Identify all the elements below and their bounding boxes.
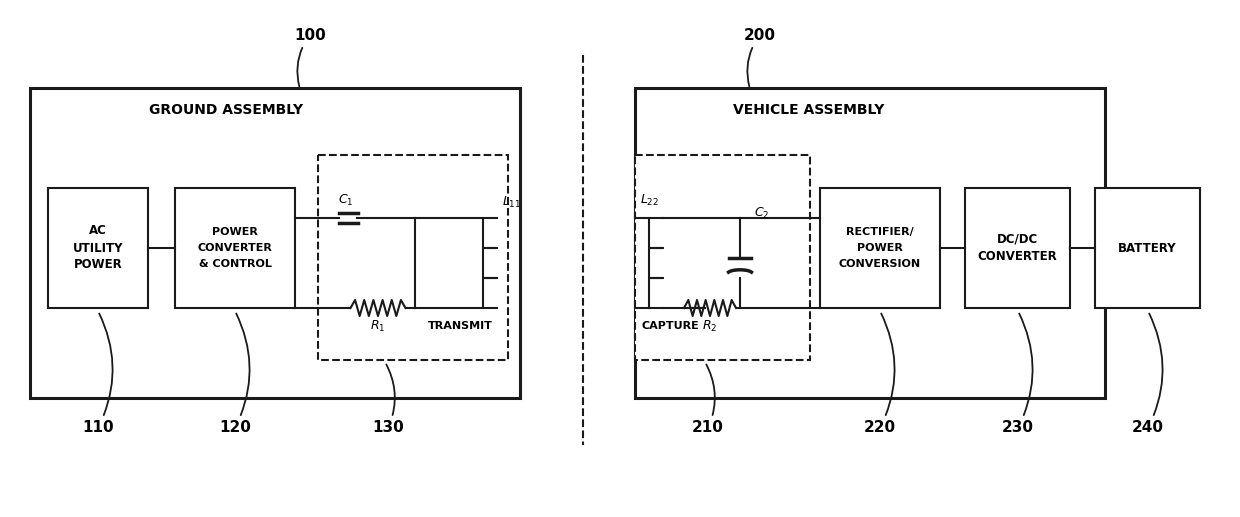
Text: $L_{22}$: $L_{22}$ <box>640 192 660 207</box>
Text: POWER: POWER <box>212 227 258 237</box>
Text: DC/DC: DC/DC <box>997 233 1038 246</box>
Text: $C_2$: $C_2$ <box>754 205 769 221</box>
Text: 240: 240 <box>1132 313 1164 435</box>
Text: $R_2$: $R_2$ <box>702 318 718 333</box>
Bar <box>965 188 1070 308</box>
Bar <box>635 88 1105 398</box>
Text: $L_{11}$: $L_{11}$ <box>502 194 521 209</box>
Text: RECTIFIER/: RECTIFIER/ <box>846 227 914 237</box>
Text: POWER: POWER <box>73 258 123 271</box>
Text: CONVERSION: CONVERSION <box>839 259 921 269</box>
Bar <box>317 155 508 360</box>
Text: 120: 120 <box>219 313 250 435</box>
Text: UTILITY: UTILITY <box>73 241 123 254</box>
Text: CONVERTER: CONVERTER <box>977 250 1058 263</box>
Text: GROUND ASSEMBLY: GROUND ASSEMBLY <box>149 103 303 117</box>
Bar <box>175 188 295 308</box>
Bar <box>820 188 940 308</box>
Text: CONVERTER: CONVERTER <box>197 243 273 253</box>
Text: 100: 100 <box>294 27 326 86</box>
Text: $C_1$: $C_1$ <box>339 192 353 207</box>
Text: 130: 130 <box>372 364 404 435</box>
Text: $R_1$: $R_1$ <box>371 318 386 333</box>
Text: & CONTROL: & CONTROL <box>198 259 272 269</box>
Text: 110: 110 <box>82 313 114 435</box>
Text: TRANSMIT: TRANSMIT <box>428 321 492 331</box>
Text: 220: 220 <box>864 313 897 435</box>
Text: CAPTURE: CAPTURE <box>641 321 699 331</box>
Text: POWER: POWER <box>857 243 903 253</box>
Text: VEHICLE ASSEMBLY: VEHICLE ASSEMBLY <box>733 103 884 117</box>
Bar <box>30 88 520 398</box>
Bar <box>635 155 810 360</box>
Text: BATTERY: BATTERY <box>1118 241 1177 254</box>
Text: 210: 210 <box>692 364 724 435</box>
Bar <box>48 188 148 308</box>
Bar <box>1095 188 1200 308</box>
Text: 200: 200 <box>744 27 776 86</box>
Text: 230: 230 <box>1002 313 1034 435</box>
Text: AC: AC <box>89 224 107 237</box>
